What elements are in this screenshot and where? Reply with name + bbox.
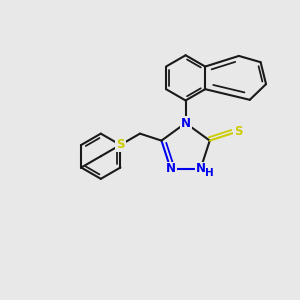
Text: N: N (196, 163, 206, 176)
Text: S: S (234, 125, 242, 138)
Text: N: N (181, 117, 190, 130)
Text: S: S (116, 138, 124, 152)
Text: N: N (166, 163, 176, 176)
Text: H: H (205, 168, 214, 178)
